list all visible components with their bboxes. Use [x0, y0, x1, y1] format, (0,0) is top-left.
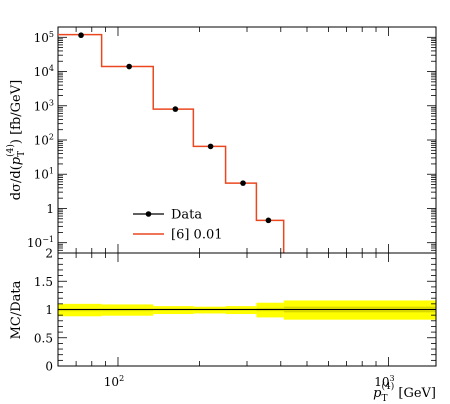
main-y-tick-labels: 10−1 1 101 102 103 104 105 — [27, 30, 54, 250]
ratio-panel: 0 0.5 1 1.5 2 102 103 MC/Data pT(4) [GeV] — [9, 247, 437, 404]
ratio-axis-ticks — [57, 252, 436, 367]
x-tick-label: 102 — [104, 374, 124, 389]
x-tick-labels: 102 103 — [104, 374, 395, 389]
ratio-y-tick-label: 0.5 — [34, 331, 53, 345]
data-point — [172, 106, 179, 112]
ratio-y-tick-label: 1 — [45, 303, 53, 317]
ratio-y-tick-label: 1.5 — [34, 275, 53, 289]
ratio-band — [58, 300, 436, 320]
main-y-tick-label: 104 — [34, 64, 54, 79]
data-point — [240, 180, 246, 186]
legend-data-label: Data — [171, 208, 202, 223]
main-axis-ticks — [57, 26, 436, 254]
legend-mc-label: [6] 0.01 — [171, 228, 223, 243]
main-y-tick-label: 1 — [46, 202, 54, 216]
main-series — [58, 32, 285, 253]
ratio-y-tick-label: 0 — [45, 360, 53, 374]
legend: Data [6] 0.01 — [133, 208, 223, 243]
ratio-y-tick-label: 2 — [45, 247, 53, 261]
y-axis-label-ratio: MC/Data — [9, 280, 24, 339]
main-y-tick-label: 101 — [34, 167, 54, 182]
data-point — [207, 143, 214, 150]
x-axis-label: pT(4) [GeV] — [373, 381, 436, 404]
main-y-tick-label: 103 — [34, 98, 54, 113]
data-point — [126, 63, 132, 70]
main-y-tick-label: 102 — [34, 133, 54, 148]
y-axis-label-main: dσ/d(pT(4)) [fb/GeV] — [5, 80, 27, 200]
legend-data-marker — [145, 211, 152, 217]
data-point — [78, 32, 84, 39]
main-y-tick-label: 10−1 — [27, 235, 54, 250]
data-point — [265, 217, 272, 224]
ratio-y-tick-labels: 0 0.5 1 1.5 2 — [34, 247, 53, 374]
main-y-tick-label: 105 — [34, 30, 54, 45]
mc-step-line — [58, 33, 285, 253]
x-tick-label: 103 — [374, 374, 394, 389]
main-plot-frame — [57, 26, 437, 254]
main-panel: 10−1 1 101 102 103 104 105 dσ/d(pT(4)) [fb/GeV… — [5, 26, 437, 254]
